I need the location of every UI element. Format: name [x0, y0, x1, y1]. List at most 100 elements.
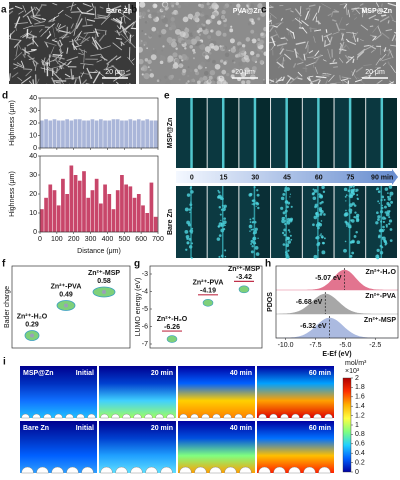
sem-flake [82, 63, 85, 69]
sem-flake [340, 41, 345, 52]
concentration-map [178, 421, 255, 473]
lumo-value: -3.42 [236, 274, 252, 281]
sem-grain [147, 59, 152, 65]
sem-flake [379, 15, 390, 23]
dendrite [320, 235, 324, 238]
sem-grain [152, 15, 156, 19]
zn-grain [76, 413, 85, 419]
x-tick-label: -7.5 [309, 342, 321, 349]
sem-grain [247, 22, 251, 26]
orbital [202, 299, 214, 307]
dendrite [250, 228, 253, 231]
time-label: 40 min [230, 370, 252, 377]
sem-flake [80, 72, 89, 75]
profile-bar [86, 197, 91, 232]
sem-flake [328, 36, 333, 45]
sem-flake [17, 43, 22, 50]
sem-flake [313, 54, 324, 60]
dendrite [388, 219, 393, 223]
sem-grain [193, 52, 200, 59]
dendrite [218, 222, 223, 227]
electrode [207, 98, 222, 168]
row-label: Bare Zn [167, 209, 174, 235]
dendrite [351, 239, 355, 244]
sem-flake [354, 31, 359, 37]
sem-flake [287, 74, 295, 81]
sem-grain [164, 75, 168, 79]
sem-grain [147, 66, 150, 69]
dendrite [254, 227, 258, 231]
sem-flake [78, 52, 84, 56]
sem-flake [366, 7, 370, 16]
dendrite [255, 252, 260, 256]
sem-flake [297, 77, 303, 80]
electrode [302, 186, 318, 258]
sem-grain [242, 66, 246, 69]
sem-flake [17, 76, 23, 82]
colorbar-label: 0.8 [355, 431, 365, 438]
sem-flake [391, 34, 396, 42]
sem-flake [70, 68, 73, 80]
sem-grain [250, 29, 255, 34]
sem-grain [174, 28, 181, 35]
sem-grain [240, 71, 247, 78]
sem-flake [269, 49, 272, 51]
sem-flake [107, 58, 113, 66]
profile-bar [107, 120, 112, 148]
sem-flake [290, 10, 294, 13]
profile-bar [145, 213, 150, 232]
sem-grain [233, 61, 236, 64]
sem-grain [261, 50, 264, 53]
dendrite [187, 242, 189, 244]
sem-flake [357, 48, 366, 56]
complex-name: Zn²⁺-H₂O [157, 316, 188, 323]
electrode-edge [380, 98, 384, 168]
sem-flake [362, 9, 364, 18]
sem-grain [182, 16, 189, 23]
sem-grain [171, 4, 175, 8]
zn-grain [54, 413, 63, 419]
dendrite [289, 234, 292, 237]
sem-flake [66, 4, 77, 9]
sem-flake [341, 44, 347, 51]
y-tick-label: 40 [29, 95, 37, 102]
profile-bar [132, 197, 137, 232]
zn-grain [100, 413, 109, 419]
sem-flake [115, 81, 119, 84]
profile-bar [128, 119, 133, 148]
dendrite [251, 221, 254, 224]
sem-grain [157, 10, 160, 14]
sem-grain [165, 24, 169, 27]
dendrite [184, 230, 189, 234]
dendrite [252, 217, 255, 220]
sem-grain [246, 80, 251, 84]
sem-grain [170, 24, 177, 30]
sem-grain [244, 67, 250, 73]
dendrite [224, 249, 227, 252]
profile-bar [61, 120, 65, 148]
sem-flake [381, 14, 387, 17]
sem-flake [58, 23, 61, 29]
sem-flake [347, 9, 351, 18]
sem-grain [182, 68, 187, 73]
profile-bar [69, 120, 74, 148]
sem-grain [232, 45, 236, 49]
dendrite [375, 221, 379, 225]
sem-grain [204, 46, 211, 53]
panel-box [149, 265, 263, 349]
sem-grain [230, 47, 237, 53]
sem-grain [256, 42, 261, 47]
sem-flake [101, 82, 104, 84]
panel-letter: h [265, 259, 271, 270]
profile-bar [86, 120, 91, 148]
complex-name: Zn²⁺-PVA [193, 280, 224, 287]
sem-flake [269, 19, 272, 23]
dendrite [280, 196, 285, 201]
zn-grain [51, 466, 64, 474]
dendrite [185, 248, 188, 251]
sem-flake [331, 11, 333, 18]
sem-flake [15, 44, 19, 57]
profile-bar [61, 178, 65, 232]
sem-flake [356, 50, 365, 59]
sem-grain [147, 9, 150, 13]
